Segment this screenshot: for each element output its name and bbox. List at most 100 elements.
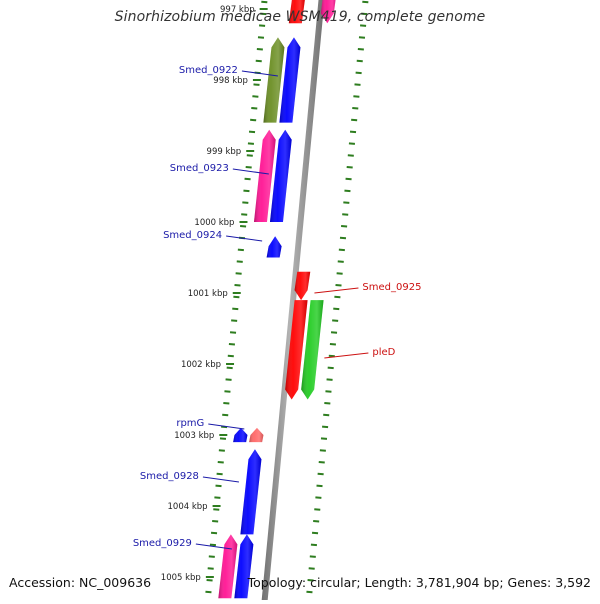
guide-dot — [327, 366, 334, 370]
guide-dot — [222, 413, 229, 417]
gene-arrow[interactable] — [301, 300, 324, 400]
guide-dot — [339, 236, 347, 240]
guide-dot — [223, 402, 230, 405]
gene-arrow[interactable] — [233, 427, 248, 443]
guide-dot — [205, 590, 212, 594]
guide-dot — [215, 484, 222, 488]
guide-dot — [318, 461, 325, 464]
guide-dot — [231, 319, 238, 322]
backbone-line — [261, 0, 325, 604]
guide-dot — [219, 437, 227, 440]
sequence-backbone — [261, 0, 325, 604]
tick-label: 1004 kbp — [168, 502, 208, 512]
guide-dot — [352, 107, 359, 110]
gene-arrow[interactable] — [320, 0, 337, 24]
guide-dot — [255, 59, 262, 63]
guide-dot — [251, 107, 258, 110]
gene-label[interactable]: pleD — [372, 347, 395, 358]
gene-features — [218, 0, 337, 599]
gene-arrow[interactable] — [240, 449, 262, 535]
guide-dot — [243, 189, 250, 193]
guide-dot — [328, 354, 335, 358]
gene-arrow[interactable] — [288, 0, 305, 24]
gene-arrow[interactable] — [266, 236, 282, 258]
guide-dot — [244, 177, 251, 181]
tick-label: 997 kbp — [220, 5, 255, 15]
guide-dot — [313, 520, 320, 523]
guide-dot — [240, 225, 247, 228]
guide-dot — [247, 142, 255, 145]
guide-dot — [324, 402, 331, 405]
guide-dot — [338, 248, 345, 252]
guide-dot — [341, 225, 348, 228]
guide-dot — [306, 590, 313, 594]
guide-dot — [320, 437, 328, 440]
position-ticks: 997 kbp 998 kbp 999 kbp 1000 kbp 1001 kbp 100… — [161, 5, 268, 583]
gene-label[interactable]: Smed_0929 — [133, 538, 192, 549]
guide-dot — [326, 378, 333, 381]
guide-dot — [212, 520, 219, 523]
guide-dot — [259, 24, 266, 27]
guide-dot — [237, 248, 244, 252]
guide-dot — [209, 543, 217, 547]
gene-arrow[interactable] — [263, 37, 285, 123]
gene-label[interactable]: rpmG — [176, 418, 204, 429]
label-leader-line — [232, 168, 269, 175]
gene-label[interactable]: Smed_0922 — [179, 65, 238, 76]
guide-dot — [227, 354, 234, 358]
guide-dot — [337, 260, 344, 263]
guide-dot — [208, 555, 215, 558]
gene-label[interactable]: Smed_0924 — [163, 230, 222, 241]
tick-label: 1003 kbp — [174, 431, 214, 441]
guide-dot — [319, 449, 326, 452]
guide-dot — [316, 484, 323, 488]
guide-dot — [344, 189, 351, 193]
guide-dot — [334, 295, 341, 299]
guide-dot — [234, 284, 241, 287]
gene-arrow[interactable] — [253, 129, 276, 222]
guide-dot — [347, 154, 354, 157]
guide-dot — [354, 83, 361, 86]
guide-dot — [206, 579, 213, 582]
guide-dot — [310, 543, 318, 547]
guide-dot — [333, 307, 340, 311]
guide-dot — [351, 118, 358, 122]
guide-dot — [225, 378, 232, 381]
guide-dot — [233, 295, 240, 299]
gene-arrow[interactable] — [269, 129, 292, 222]
gene-arrow[interactable] — [234, 534, 254, 599]
gene-arrow[interactable] — [285, 300, 308, 400]
gene-label[interactable]: Smed_0928 — [140, 471, 199, 482]
gene-label[interactable]: Smed_0925 — [362, 282, 421, 293]
guide-dot — [348, 142, 356, 145]
gene-arrow[interactable] — [249, 427, 264, 443]
guide-dot — [330, 331, 338, 334]
tick-label: 1005 kbp — [161, 573, 201, 583]
label-leader-line — [208, 423, 245, 430]
guide-dot — [248, 130, 256, 134]
guide-dot — [260, 12, 267, 16]
gene-arrow[interactable] — [279, 37, 301, 123]
guide-dot — [360, 24, 367, 27]
label-leader-line — [226, 235, 263, 242]
guide-dot — [346, 166, 353, 169]
gene-label[interactable]: Smed_0923 — [170, 163, 229, 174]
guide-dot — [322, 425, 329, 429]
genome-title: Sinorhizobium medicae WSM419, complete g… — [114, 9, 486, 25]
guide-dot — [362, 0, 369, 4]
guide-dot — [353, 95, 360, 98]
label-leader-line — [202, 476, 239, 483]
guide-dot — [314, 508, 321, 511]
gene-arrow[interactable] — [218, 534, 238, 599]
topology-text: Topology: circular; Length: 3,781,904 bp… — [247, 575, 591, 590]
guide-dot — [345, 177, 352, 181]
accession-text: Accession: NC_009636 — [9, 575, 152, 590]
gene-arrow[interactable] — [294, 271, 311, 301]
guide-dot — [210, 531, 218, 535]
guide-dot — [253, 83, 260, 86]
guide-dot — [261, 0, 268, 4]
guide-dot — [246, 154, 253, 157]
guide-dot — [257, 36, 265, 39]
